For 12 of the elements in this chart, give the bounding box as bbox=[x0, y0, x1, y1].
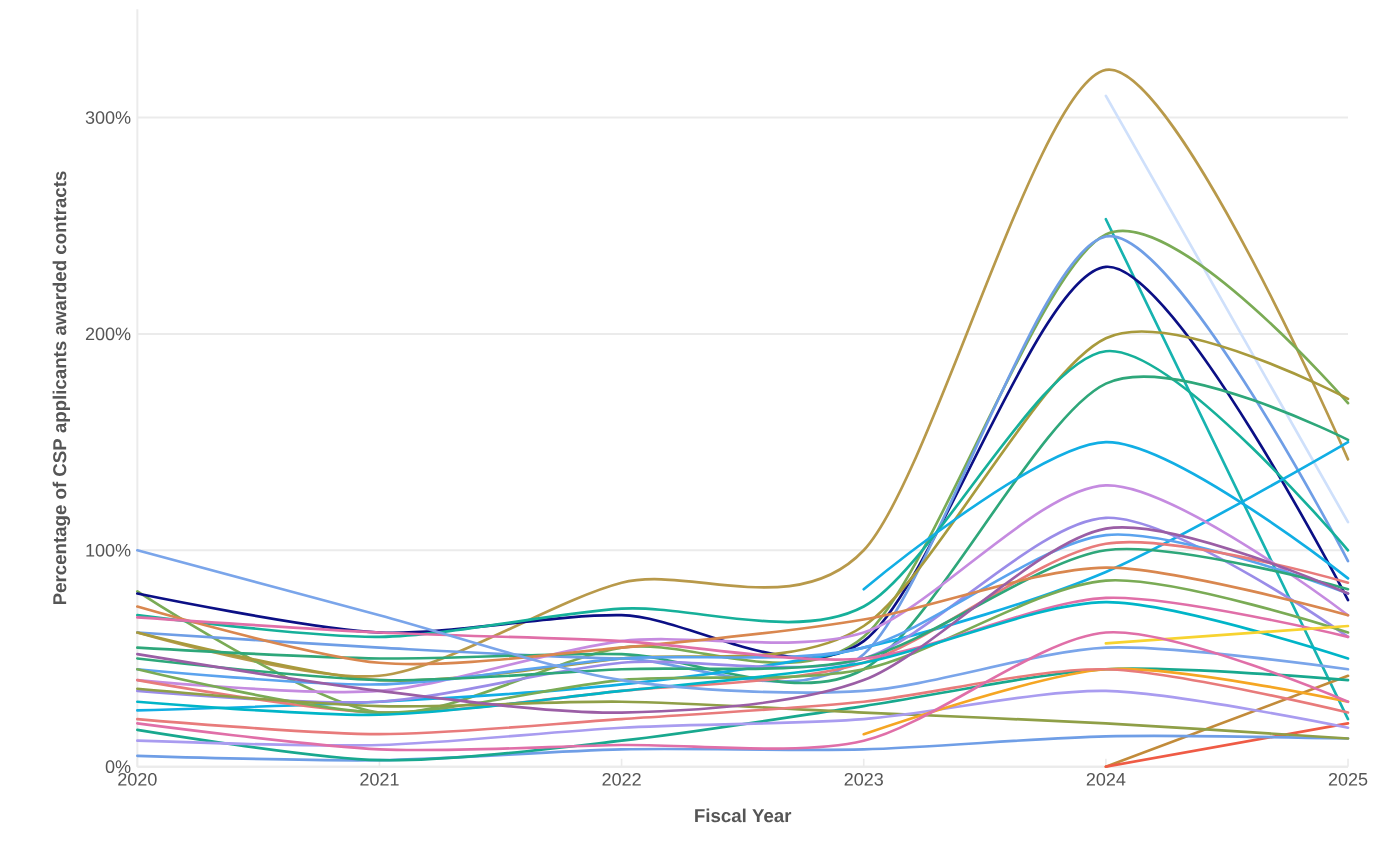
y-tick-label: 200% bbox=[85, 327, 131, 341]
x-axis-title: Fiscal Year bbox=[695, 808, 792, 823]
x-tick-label: 2025 bbox=[1328, 773, 1368, 786]
x-tick-label: 2020 bbox=[118, 773, 157, 786]
x-tick-label: 2023 bbox=[844, 773, 883, 786]
x-tick-label: 2024 bbox=[1086, 773, 1126, 786]
x-tick-label: 2022 bbox=[602, 773, 641, 786]
y-tick-label: 100% bbox=[86, 544, 131, 557]
x-tick-label: 2021 bbox=[360, 773, 399, 786]
y-axis-title: Percentage of CSP applicants awarded contracts bbox=[52, 171, 71, 605]
y-tick-label: 0% bbox=[105, 760, 131, 774]
y-tick-label: 300% bbox=[85, 111, 131, 125]
